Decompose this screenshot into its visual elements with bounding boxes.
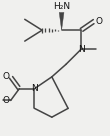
Text: N: N: [31, 84, 38, 93]
Text: O: O: [3, 72, 10, 81]
Text: H₂N: H₂N: [53, 2, 70, 11]
Polygon shape: [59, 13, 64, 30]
Text: N: N: [78, 45, 84, 54]
Text: O: O: [95, 17, 102, 26]
Text: O: O: [3, 96, 10, 105]
